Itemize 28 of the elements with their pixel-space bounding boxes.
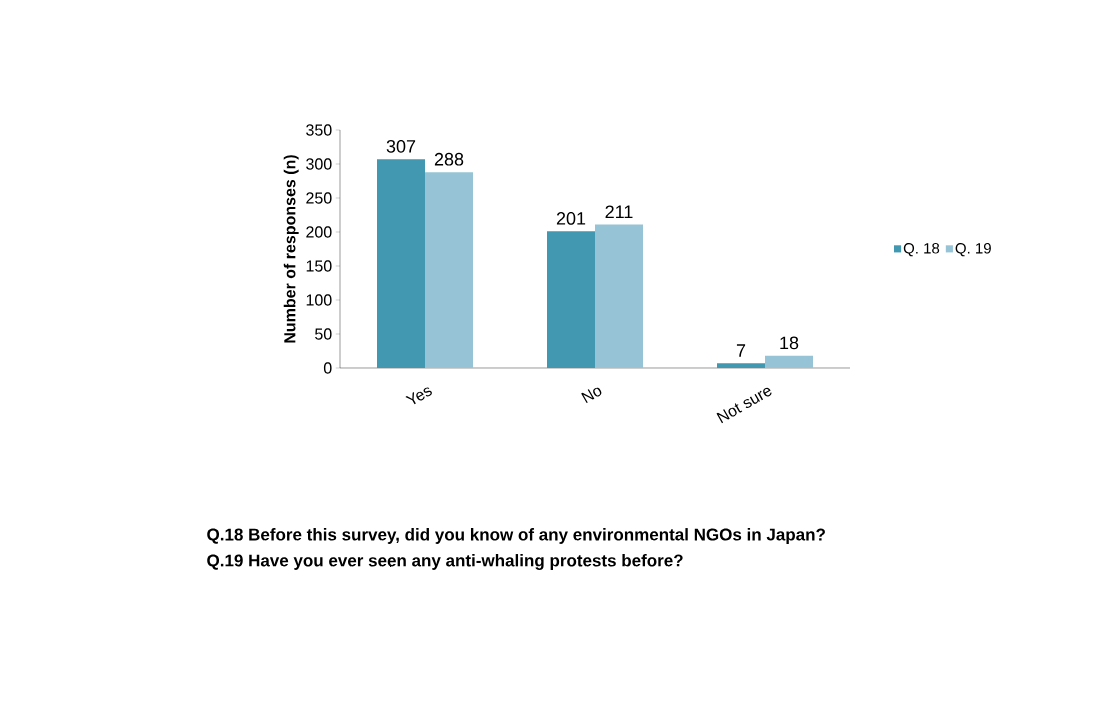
y-axis-title: Number of responses (n) (283, 155, 299, 343)
y-tick-label: 0 (323, 362, 332, 374)
y-tick-label: 350 (306, 124, 332, 136)
bar (765, 355, 814, 368)
y-tick-label: 250 (306, 192, 332, 204)
y-tick-label: 300 (306, 158, 332, 170)
text: Q.18 Before this survey, did you know of any environmental NGOs in Japan? (207, 528, 825, 544)
legend-label: Q. 19 (955, 243, 991, 257)
y-tick-label: 50 (315, 328, 332, 340)
y-tick-label: 150 (306, 260, 332, 272)
y-tick-label: 200 (306, 226, 332, 238)
data-label: 288 (434, 152, 464, 166)
y-tick-label: 100 (306, 294, 332, 306)
bar (547, 231, 595, 368)
data-label: 7 (736, 344, 746, 357)
bar (425, 172, 474, 368)
legend-label: Q. 18 (903, 243, 940, 257)
data-label: 201 (556, 212, 586, 225)
x-tick-label: Not sure (716, 387, 772, 424)
bar (377, 159, 426, 368)
bar (717, 363, 766, 368)
data-label: 307 (386, 139, 416, 153)
data-label: 18 (780, 336, 799, 350)
data-label: 211 (605, 205, 633, 218)
bar (595, 224, 644, 368)
x-tick-label: Yes (405, 387, 432, 405)
x-tick-label: No (581, 387, 602, 404)
text: Q.19 Have you ever seen any anti-whaling protests before? (207, 554, 683, 570)
